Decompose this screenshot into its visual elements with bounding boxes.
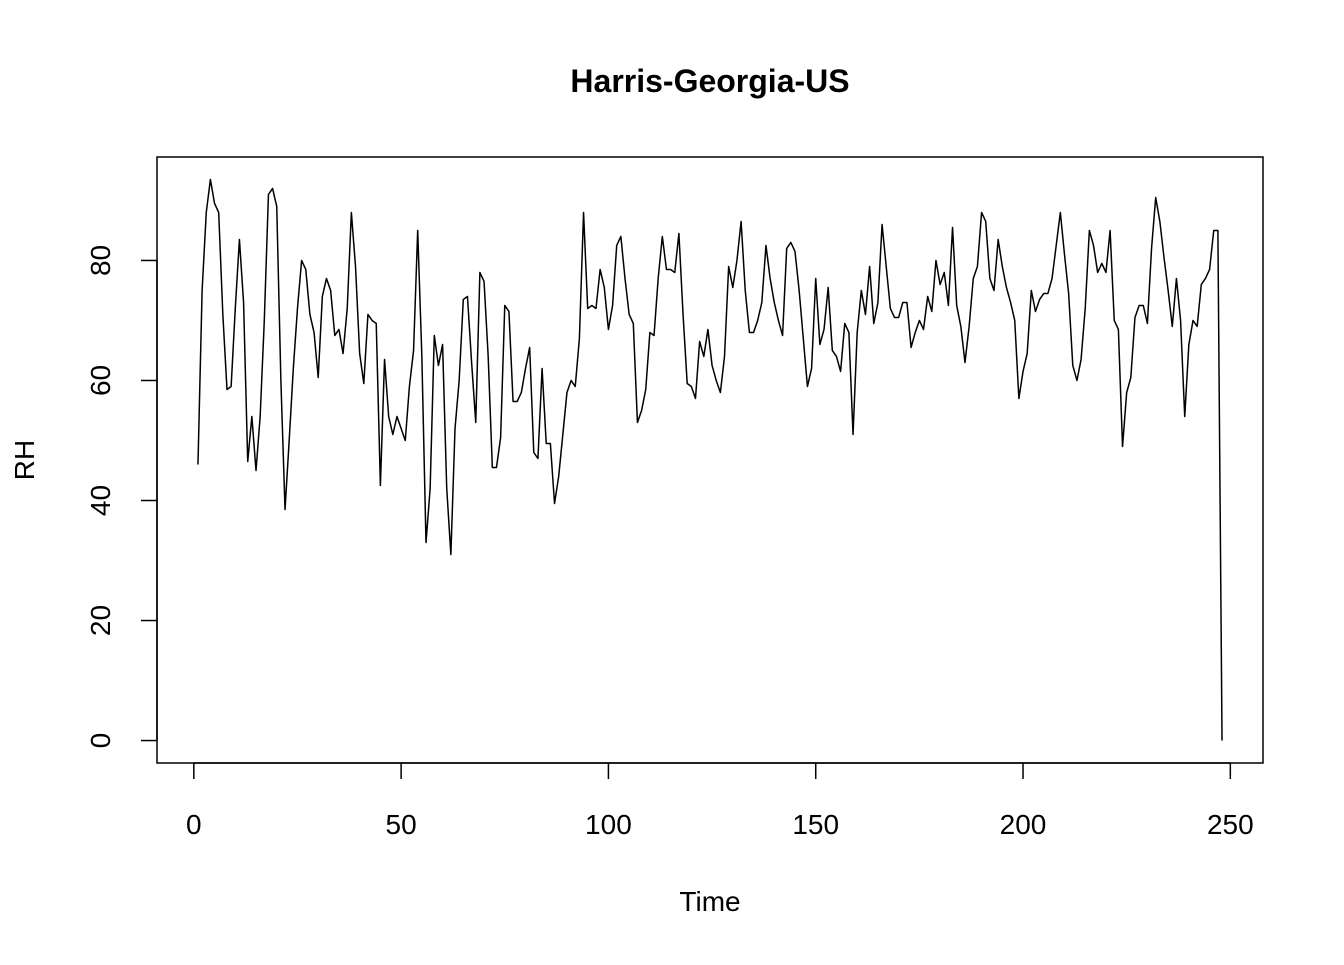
x-tick-label: 0 [186, 809, 202, 840]
y-tick-label: 80 [85, 245, 116, 276]
x-tick-label: 200 [1000, 809, 1047, 840]
x-tick-label: 50 [386, 809, 417, 840]
plot-frame [156, 156, 1264, 764]
y-tick-label: 20 [85, 605, 116, 636]
data-line [197, 178, 1223, 741]
x-tick-label: 100 [585, 809, 632, 840]
x-tick-label: 250 [1207, 809, 1254, 840]
x-tick-label: 150 [792, 809, 839, 840]
chart-title: Harris-Georgia-US [570, 63, 849, 99]
y-tick-label: 60 [85, 365, 116, 396]
x-axis-label: Time [679, 886, 740, 917]
y-tick-label: 40 [85, 485, 116, 516]
y-axis-label: RH [9, 440, 40, 480]
y-tick-label: 0 [85, 733, 116, 749]
